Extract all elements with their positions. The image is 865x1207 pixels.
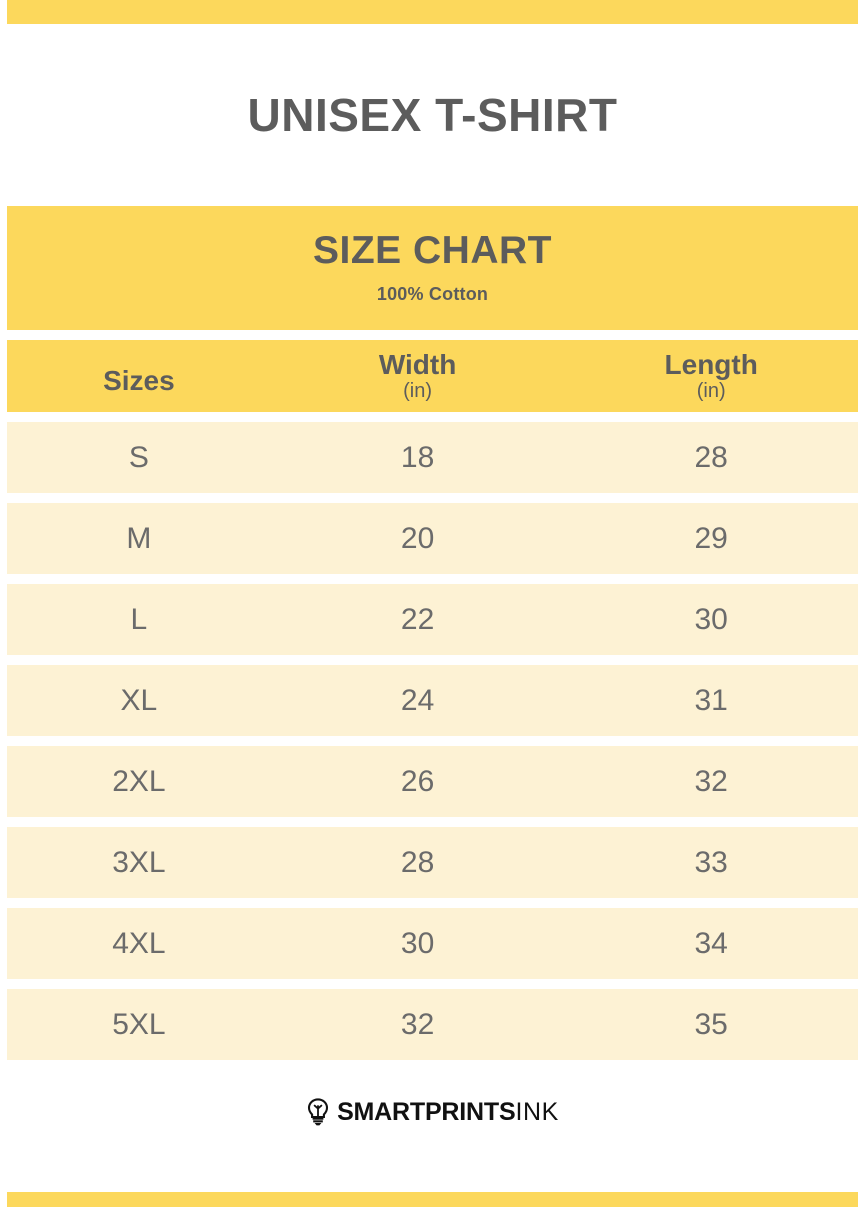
cell-width-value: 30 — [400, 926, 435, 960]
column-header-width-unit: (in) — [403, 380, 433, 403]
cell-size: 3XL — [7, 827, 271, 898]
cell-width: 28 — [271, 827, 565, 898]
cell-size-value: XL — [120, 683, 158, 717]
cell-size: 4XL — [7, 908, 271, 979]
cell-width: 22 — [271, 584, 565, 655]
brand-name-secondary: INK — [515, 1097, 559, 1126]
cell-size-value: 2XL — [112, 764, 166, 798]
table-row: M 20 29 — [7, 503, 858, 574]
cell-size: 5XL — [7, 989, 271, 1060]
cell-length: 33 — [564, 827, 858, 898]
table-row: 3XL 28 33 — [7, 827, 858, 898]
cell-width: 30 — [271, 908, 565, 979]
table-row: 2XL 26 32 — [7, 746, 858, 817]
top-accent-bar — [7, 0, 858, 24]
cell-width-value: 28 — [400, 845, 435, 879]
cell-width: 18 — [271, 422, 565, 493]
cell-length: 30 — [564, 584, 858, 655]
cell-size-value: 4XL — [112, 926, 166, 960]
cell-size-value: L — [130, 602, 148, 636]
cell-width: 26 — [271, 746, 565, 817]
table-header-row: Sizes Width (in) Length (in) — [7, 340, 858, 412]
table-row: XL 24 31 — [7, 665, 858, 736]
cell-length: 31 — [564, 665, 858, 736]
cell-length: 28 — [564, 422, 858, 493]
cell-width-value: 26 — [400, 764, 435, 798]
cell-width: 32 — [271, 989, 565, 1060]
brand-name: SMARTPRINTSINK — [337, 1097, 559, 1126]
table-row: L 22 30 — [7, 584, 858, 655]
cell-size-value: M — [126, 521, 152, 555]
cell-size: S — [7, 422, 271, 493]
cell-size: L — [7, 584, 271, 655]
column-header-length-unit: (in) — [696, 380, 726, 403]
cell-length: 34 — [564, 908, 858, 979]
column-header-width: Width (in) — [271, 340, 565, 412]
cell-size-value: 3XL — [112, 845, 166, 879]
brand-name-primary: SMARTPRINTS — [337, 1097, 516, 1126]
cell-width-value: 32 — [400, 1007, 435, 1041]
column-header-length: Length (in) — [564, 340, 858, 412]
cell-size: M — [7, 503, 271, 574]
cell-size: 2XL — [7, 746, 271, 817]
table-row: 5XL 32 35 — [7, 989, 858, 1060]
banner-title: SIZE CHART — [313, 228, 552, 272]
size-chart-banner: SIZE CHART 100% Cotton — [7, 206, 858, 330]
column-header-length-label: Length — [664, 348, 758, 380]
cell-length-value: 35 — [694, 1007, 728, 1041]
cell-length-value: 34 — [694, 926, 728, 960]
column-header-sizes: Sizes — [7, 340, 271, 412]
bottom-accent-bar — [7, 1192, 858, 1207]
cell-length-value: 32 — [694, 764, 728, 798]
cell-size: XL — [7, 665, 271, 736]
cell-width-value: 20 — [400, 521, 435, 555]
cell-length-value: 30 — [694, 602, 728, 636]
cell-width: 20 — [271, 503, 565, 574]
cell-length: 29 — [564, 503, 858, 574]
lightbulb-icon — [306, 1098, 330, 1126]
cell-length-value: 29 — [694, 521, 728, 555]
page-title: UNISEX T-SHIRT — [247, 89, 618, 141]
cell-length: 35 — [564, 989, 858, 1060]
cell-size-value: 5XL — [112, 1007, 166, 1041]
column-header-width-label: Width — [378, 348, 457, 380]
cell-width-value: 22 — [400, 602, 435, 636]
cell-length-value: 28 — [694, 440, 728, 474]
cell-size-value: S — [128, 440, 149, 474]
size-table: Sizes Width (in) Length (in) S 18 28 M 2… — [7, 340, 858, 1070]
cell-width-value: 24 — [400, 683, 435, 717]
table-row: S 18 28 — [7, 422, 858, 493]
cell-length-value: 33 — [694, 845, 728, 879]
cell-length-value: 31 — [694, 683, 728, 717]
cell-width: 24 — [271, 665, 565, 736]
cell-width-value: 18 — [400, 440, 435, 474]
table-row: 4XL 30 34 — [7, 908, 858, 979]
banner-subtitle: 100% Cotton — [376, 284, 489, 305]
brand-logo: SMARTPRINTSINK — [0, 1098, 865, 1126]
cell-length: 32 — [564, 746, 858, 817]
product-title-zone: UNISEX T-SHIRT — [0, 24, 865, 206]
column-header-sizes-label: Sizes — [103, 365, 175, 397]
